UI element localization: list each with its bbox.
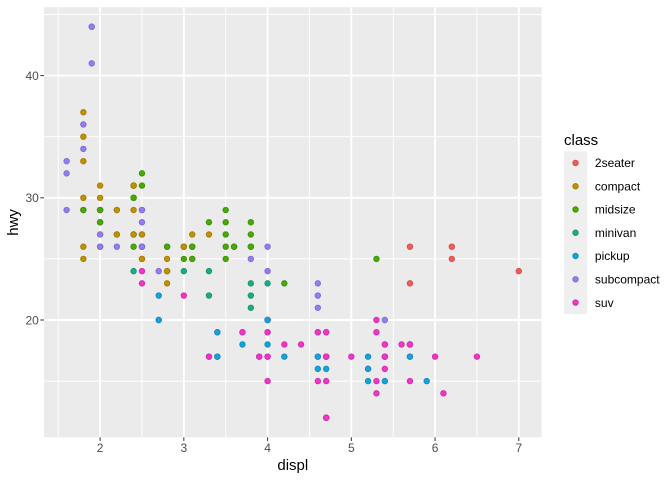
svg-text:5: 5 [348,441,355,455]
svg-text:3: 3 [180,441,187,455]
svg-text:2: 2 [97,441,104,455]
svg-text:2seater: 2seater [595,156,635,170]
svg-text:compact: compact [595,179,641,193]
svg-text:7: 7 [515,441,522,455]
svg-text:minivan: minivan [595,226,636,240]
svg-text:hwy: hwy [5,209,22,236]
svg-text:subcompact: subcompact [595,272,660,286]
svg-text:midsize: midsize [595,203,636,217]
svg-text:class: class [564,132,598,149]
svg-text:6: 6 [432,441,439,455]
svg-text:suv: suv [595,296,614,310]
svg-text:4: 4 [264,441,271,455]
svg-text:displ: displ [277,457,308,474]
svg-text:20: 20 [25,313,39,327]
svg-text:40: 40 [25,69,39,83]
svg-text:pickup: pickup [595,249,630,263]
svg-text:30: 30 [25,191,39,205]
